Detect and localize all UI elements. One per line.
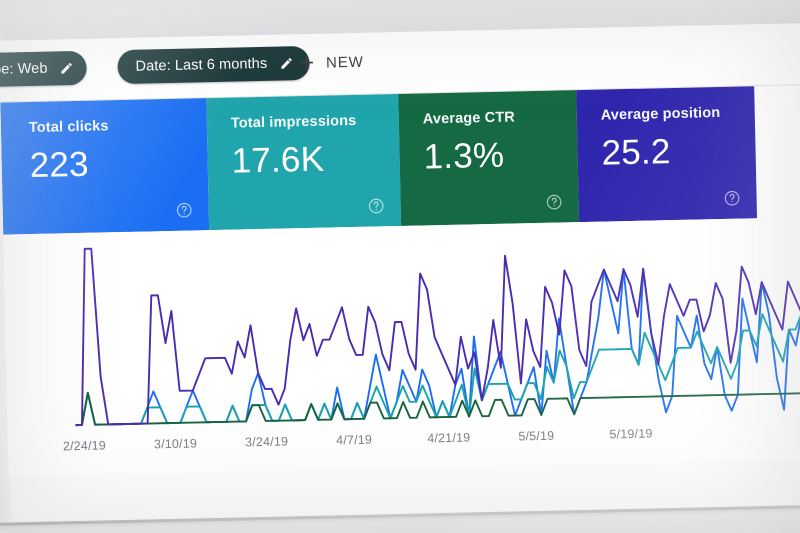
- x-axis-tick-label: 3/24/19: [244, 434, 289, 450]
- chart-series-total-clicks: [72, 248, 800, 425]
- filter-chip-date-range-label: Date: Last 6 months: [135, 55, 268, 75]
- help-circle-icon[interactable]: [368, 197, 385, 214]
- x-axis-tick-label: 5/19/19: [609, 426, 653, 442]
- metric-card-average-ctr-label: Average CTR: [422, 109, 516, 128]
- chart-series-average-position: [72, 232, 800, 425]
- metric-card-total-clicks[interactable]: Total clicks 223: [0, 98, 210, 235]
- x-axis-tick-label: 4/21/19: [427, 430, 471, 446]
- help-circle-icon[interactable]: [545, 193, 562, 210]
- metric-card-average-ctr-value: 1.3%: [423, 135, 505, 177]
- add-new-filter-label: NEW: [325, 53, 364, 72]
- performance-chart[interactable]: 2/24/19 3/10/19 3/24/19 4/7/19 4/21/19 5/5/19…: [3, 216, 800, 477]
- filter-chip-search-type[interactable]: type: Web: [0, 50, 87, 88]
- chart-plot-area[interactable]: [71, 226, 800, 429]
- filter-toolbar: type: Web Date: Last 6 months: [0, 22, 800, 103]
- x-axis-tick-label: 3/10/19: [153, 436, 198, 452]
- help-circle-icon[interactable]: [176, 202, 193, 219]
- help-circle-icon[interactable]: [723, 190, 740, 207]
- metric-card-average-position-value: 25.2: [601, 132, 671, 173]
- chart-series-total-impressions: [73, 296, 800, 425]
- filter-chip-search-type-label: type: Web: [0, 60, 48, 79]
- metric-card-average-position-label: Average position: [600, 104, 721, 124]
- x-axis-tick-label: 5/5/19: [518, 428, 555, 444]
- metric-card-average-position[interactable]: Average position 25.2: [576, 86, 758, 223]
- metric-card-average-ctr[interactable]: Average CTR 1.3%: [398, 90, 580, 226]
- metric-cards-strip: Total clicks 223 Total impressions 17.6K: [0, 86, 787, 235]
- x-axis-tick-label: 2/24/19: [62, 438, 107, 454]
- add-new-filter-button[interactable]: + NEW: [299, 47, 364, 78]
- filter-chip-date-range[interactable]: Date: Last 6 months: [117, 45, 310, 85]
- metric-card-total-clicks-value: 223: [29, 144, 90, 186]
- x-axis-tick-label: 4/7/19: [335, 432, 373, 448]
- metric-card-total-impressions-label: Total impressions: [230, 112, 357, 132]
- monitor-bezel-bottom: [0, 504, 800, 533]
- metric-card-total-impressions-value: 17.6K: [231, 139, 325, 181]
- pencil-icon[interactable]: [279, 56, 293, 70]
- plus-icon: +: [299, 48, 316, 77]
- pencil-icon[interactable]: [59, 61, 73, 75]
- chart-x-axis: 2/24/19 3/10/19 3/24/19 4/7/19 4/21/19 5/5/19…: [8, 422, 800, 462]
- search-console-page: type: Web Date: Last 6 months: [0, 22, 800, 477]
- metric-card-total-clicks-label: Total clicks: [28, 118, 109, 137]
- metric-card-total-impressions[interactable]: Total impressions 17.6K: [206, 93, 402, 231]
- chart-lines: [71, 226, 800, 429]
- chart-series-average-ctr: [75, 376, 800, 425]
